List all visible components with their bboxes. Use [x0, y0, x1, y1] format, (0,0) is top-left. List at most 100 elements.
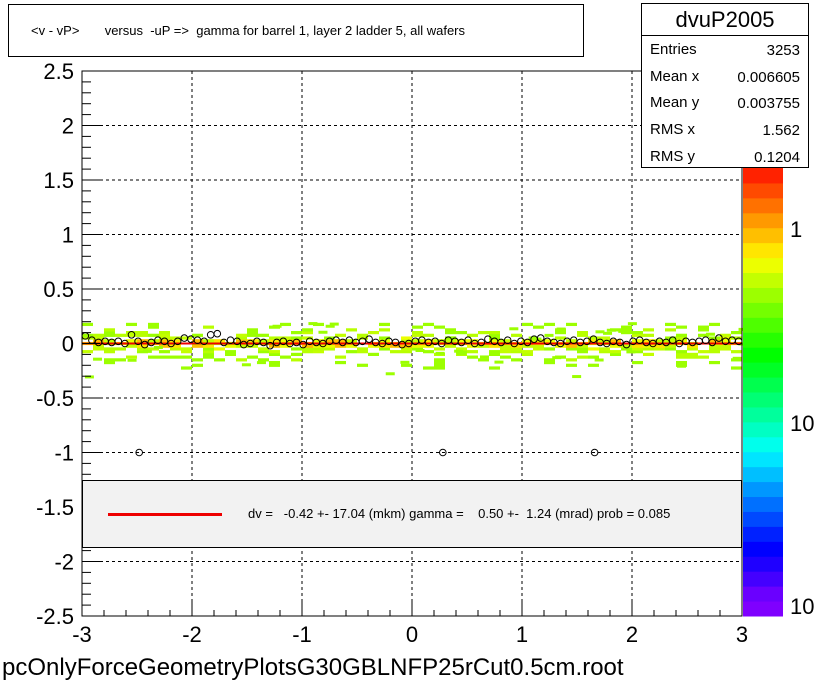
- density-cell: [126, 331, 137, 335]
- density-cell: [731, 366, 742, 370]
- density-cell: [269, 363, 280, 367]
- density-cell: [368, 352, 379, 356]
- density-cell: [423, 344, 434, 348]
- density-cell: [632, 331, 643, 335]
- color-scale-cell: [743, 451, 783, 468]
- x-tick-label: 3: [736, 622, 748, 647]
- color-scale-cell: [743, 406, 783, 423]
- density-cell: [665, 347, 676, 351]
- density-cell: [280, 339, 291, 343]
- density-cell: [687, 355, 698, 359]
- density-cell: [654, 344, 665, 348]
- density-cell: [577, 344, 588, 348]
- density-cell: [247, 328, 258, 332]
- density-cell: [632, 360, 643, 365]
- density-cell: [632, 339, 643, 343]
- color-scale-cell: [743, 466, 783, 483]
- density-cell: [705, 332, 715, 336]
- density-cell: [478, 358, 489, 362]
- density-cell: [272, 324, 282, 328]
- density-cell: [445, 328, 456, 332]
- x-tick-label: -2: [182, 622, 202, 647]
- density-cell: [577, 350, 588, 354]
- density-cell: [269, 336, 280, 340]
- profile-point: [378, 339, 387, 348]
- density-cell: [148, 347, 159, 351]
- density-cell: [618, 329, 628, 333]
- density-cell: [676, 333, 687, 337]
- density-cell: [258, 347, 269, 351]
- density-cell: [269, 350, 280, 354]
- density-cell: [643, 344, 654, 348]
- density-cell: [203, 350, 214, 354]
- density-cell: [313, 344, 324, 348]
- profile-point: [523, 338, 532, 347]
- density-cell: [643, 347, 654, 351]
- density-cell: [720, 333, 731, 337]
- stats-row-entries: Entries 3253: [650, 37, 800, 63]
- density-cell: [599, 336, 610, 340]
- density-cell: [676, 352, 687, 356]
- density-cell: [610, 344, 621, 348]
- density-cell: [357, 333, 368, 337]
- density-cell: [335, 360, 346, 365]
- stats-row-mean-x: Mean x 0.006605: [650, 64, 800, 90]
- density-cell: [603, 331, 613, 335]
- profile-point: [464, 336, 472, 345]
- stats-row-rms-y: RMS y 0.1204: [650, 144, 800, 170]
- density-cell: [445, 344, 456, 348]
- density-cell: [159, 355, 170, 359]
- density-cell: [423, 366, 434, 370]
- density-cell: [500, 347, 511, 351]
- profile-point: [484, 335, 492, 343]
- density-cell: [170, 355, 181, 359]
- density-cell: [533, 347, 544, 351]
- density-cell: [115, 358, 126, 362]
- color-scale-cell: [743, 212, 783, 229]
- profile-point: [358, 337, 367, 346]
- density-cell: [511, 347, 522, 351]
- density-cell: [610, 350, 621, 354]
- density-cell: [302, 344, 313, 348]
- density-cell: [291, 336, 302, 340]
- density-cell: [214, 347, 225, 351]
- density-cell: [346, 350, 357, 354]
- density-cell: [225, 344, 236, 348]
- color-scale: 1 10 10: [743, 168, 814, 619]
- density-cell: [170, 336, 181, 340]
- density-cell: [93, 339, 104, 343]
- density-cell: [478, 331, 489, 335]
- stats-row-mean-y: Mean y 0.003755: [650, 90, 800, 116]
- density-cell: [400, 360, 410, 364]
- density-cell: [577, 355, 588, 359]
- y-tick-label: 2: [62, 114, 74, 139]
- density-cell: [731, 350, 742, 354]
- profile-point: [510, 339, 519, 348]
- density-cell: [192, 358, 203, 362]
- density-cell: [665, 339, 676, 343]
- density-cell: [412, 347, 423, 351]
- density-cell: [401, 347, 412, 351]
- density-cell: [181, 336, 192, 340]
- density-cell: [203, 347, 214, 351]
- density-cell: [225, 352, 236, 356]
- density-cell: [676, 360, 687, 365]
- density-cell: [412, 344, 423, 348]
- profile-point: [616, 338, 624, 347]
- density-cell: [127, 358, 137, 362]
- density-cell: [687, 347, 698, 351]
- density-cell: [236, 344, 247, 348]
- density-cell: [412, 339, 423, 343]
- density-cell: [258, 339, 269, 343]
- density-cell: [269, 360, 280, 365]
- density-cell: [247, 355, 258, 359]
- density-cell: [500, 355, 511, 359]
- density-cell: [126, 344, 137, 348]
- density-cell: [82, 333, 93, 337]
- profile-point: [338, 338, 347, 347]
- density-cell: [137, 350, 148, 354]
- density-cell: [434, 366, 445, 370]
- density-cell: [479, 355, 489, 359]
- density-cell: [698, 328, 709, 332]
- profile-point: [292, 338, 301, 347]
